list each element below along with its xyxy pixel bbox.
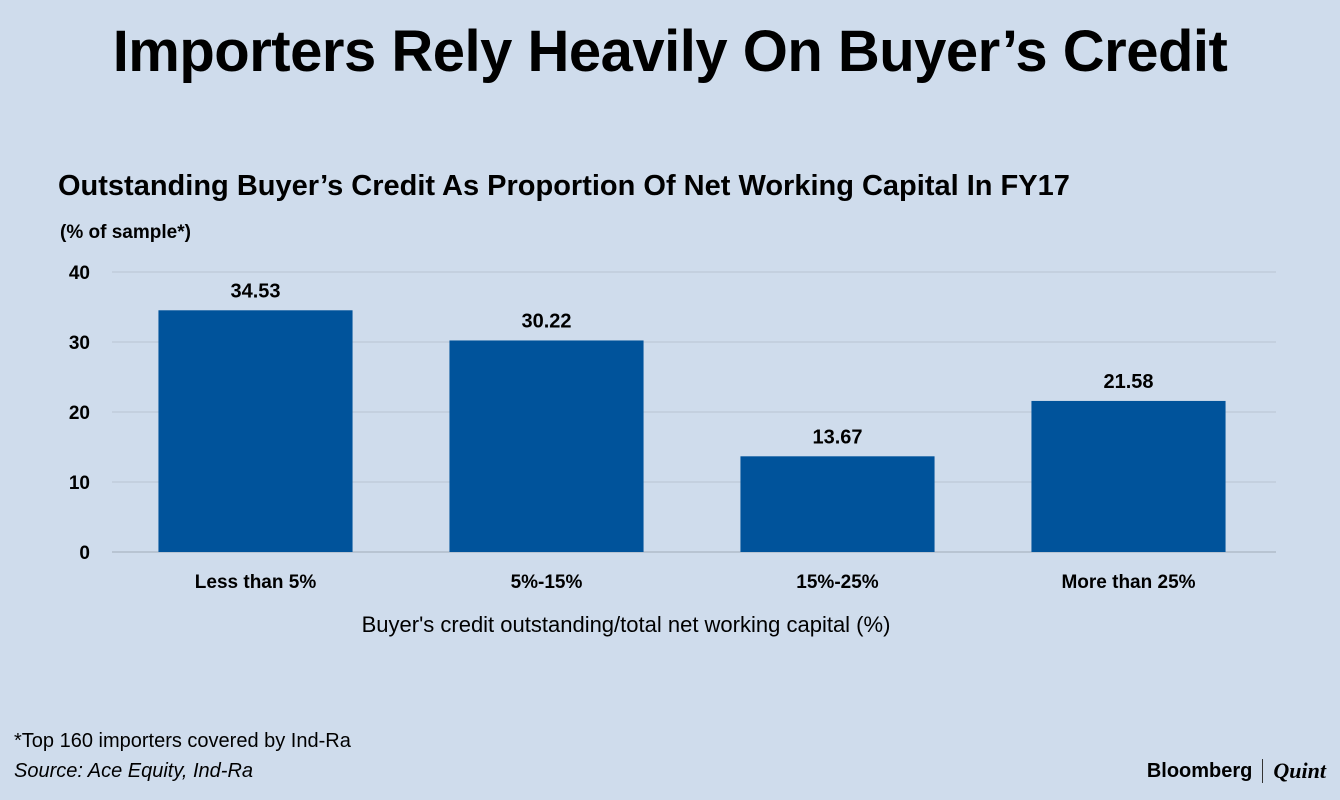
x-axis-label: Buyer's credit outstanding/total net wor… <box>361 612 891 637</box>
bar-4 <box>1031 400 1226 552</box>
brand-divider <box>1262 759 1264 783</box>
y-tick-label: 10 <box>69 473 90 494</box>
headline: Importers Rely Heavily On Buyer’s Credit <box>112 19 1228 84</box>
category-label-2: 5%-15% <box>511 572 583 593</box>
data-labels: 34.53 30.22 13.67 21.58 <box>230 280 1153 448</box>
chart-title: Outstanding Buyer’s Credit As Proportion… <box>58 170 1070 202</box>
y-tick-label: 20 <box>69 403 90 424</box>
brand-logo: Bloomberg Quint <box>1147 758 1326 784</box>
bar-3 <box>740 456 935 552</box>
data-label-3: 13.67 <box>812 426 862 448</box>
brand-quint: Quint <box>1273 758 1326 783</box>
category-label-4: More than 25% <box>1061 572 1195 593</box>
bar-chart: 0 10 20 30 40 34.53 30.22 13.67 21.58 Less than… <box>69 263 1276 593</box>
y-tick-labels: 0 10 20 30 40 <box>69 263 90 564</box>
footnote: *Top 160 importers covered by Ind-Ra <box>14 730 351 752</box>
data-label-2: 30.22 <box>521 310 571 332</box>
y-tick-label: 30 <box>69 333 90 354</box>
y-tick-label: 40 <box>69 263 90 284</box>
category-labels: Less than 5% 5%-15% 15%-25% More than 25% <box>195 572 1196 593</box>
category-label-3: 15%-25% <box>796 572 878 593</box>
bars <box>158 310 1226 552</box>
source-note: Source: Ace Equity, Ind-Ra <box>14 760 254 782</box>
bar-1 <box>158 310 353 552</box>
y-tick-label: 0 <box>79 543 90 564</box>
y-axis-label: (% of sample*) <box>60 222 191 243</box>
bar-2 <box>449 340 644 552</box>
data-label-1: 34.53 <box>230 280 280 302</box>
data-label-4: 21.58 <box>1103 371 1153 393</box>
category-label-1: Less than 5% <box>195 572 317 593</box>
brand-bloomberg: Bloomberg <box>1146 759 1253 782</box>
